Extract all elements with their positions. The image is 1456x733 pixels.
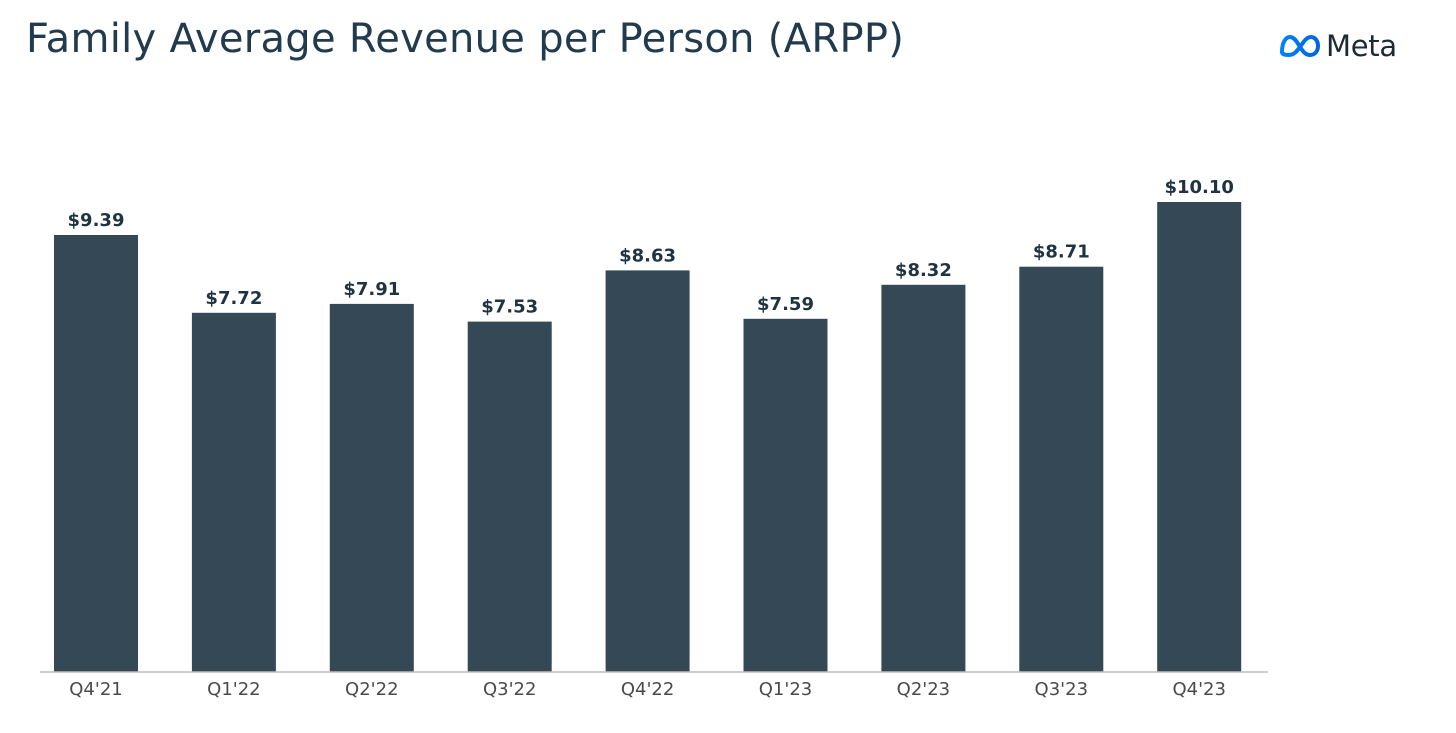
bar-3 <box>467 321 552 672</box>
bar-1 <box>191 312 276 672</box>
x-tick-label-6: Q2'23 <box>897 679 950 700</box>
bar-0 <box>54 235 138 672</box>
bar-value-label-2: $7.91 <box>343 279 400 300</box>
bar-value-label-0: $9.39 <box>68 210 125 231</box>
meta-infinity-icon <box>1280 35 1320 57</box>
bar-value-label-6: $8.32 <box>895 260 952 281</box>
bar-2 <box>329 303 414 672</box>
bar-7 <box>1019 266 1104 672</box>
bar-value-label-1: $7.72 <box>205 288 262 309</box>
meta-logo-text: Meta <box>1326 29 1397 63</box>
x-tick-label-0: Q4'21 <box>69 679 122 700</box>
bar-value-label-5: $7.59 <box>757 294 814 315</box>
x-tick-label-2: Q2'22 <box>345 679 398 700</box>
bar-value-label-7: $8.71 <box>1033 242 1090 263</box>
bar-8 <box>1157 202 1242 672</box>
x-tick-label-3: Q3'22 <box>483 679 536 700</box>
x-tick-label-8: Q4'23 <box>1172 679 1225 700</box>
bar-4 <box>605 270 690 672</box>
bar-value-label-3: $7.53 <box>481 297 538 318</box>
x-tick-label-4: Q4'22 <box>621 679 674 700</box>
x-tick-label-1: Q1'22 <box>207 679 260 700</box>
bar-value-label-4: $8.63 <box>619 245 676 266</box>
bar-6 <box>881 284 966 672</box>
x-tick-label-7: Q3'23 <box>1035 679 1088 700</box>
chart-title: Family Average Revenue per Person (ARPP) <box>26 16 905 62</box>
meta-logo: Meta <box>1278 26 1397 66</box>
bar-value-label-8: $10.10 <box>1164 177 1233 198</box>
x-tick-label-5: Q1'23 <box>759 679 812 700</box>
bar-5 <box>743 318 828 672</box>
